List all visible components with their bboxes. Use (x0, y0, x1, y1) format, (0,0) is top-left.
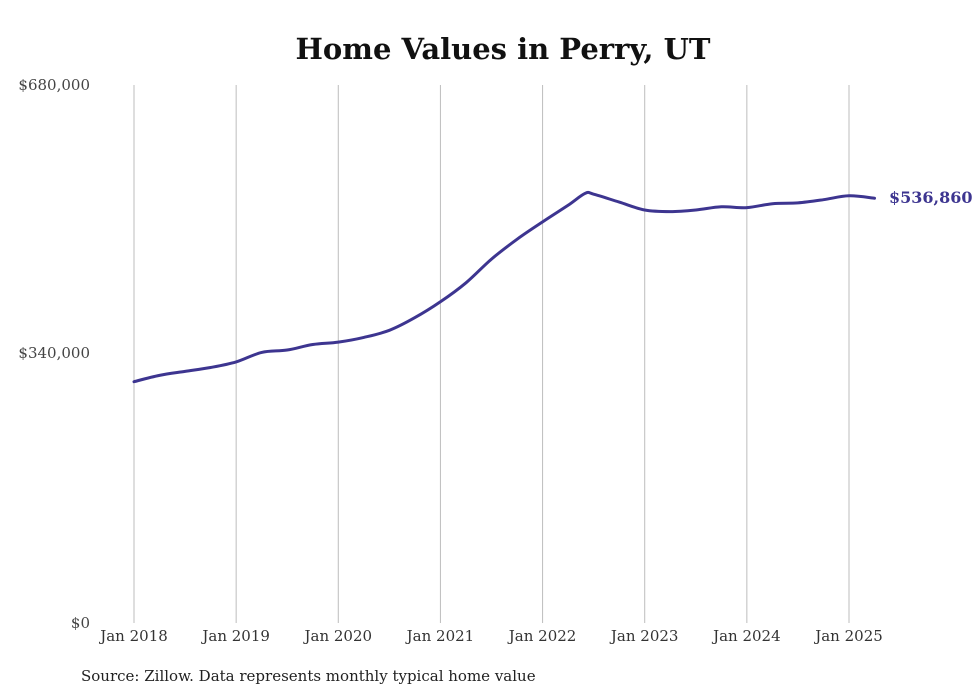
x-tick-label: Jan 2023 (609, 627, 679, 645)
home-value-line (132, 190, 876, 384)
x-tick-label: Jan 2018 (98, 627, 168, 645)
end-value-label: $536,860 (889, 188, 973, 207)
x-tick-label: Jan 2020 (303, 627, 373, 645)
source-note: Source: Zillow. Data represents monthly … (81, 667, 536, 685)
y-tick-label-mid: $340,000 (18, 344, 90, 362)
x-tick-label: Jan 2021 (405, 627, 475, 645)
x-tick-label: Jan 2025 (813, 627, 883, 645)
grid-lines (133, 85, 850, 623)
chart-title: Home Values in Perry, UT (296, 32, 711, 66)
x-tick-label: Jan 2024 (711, 627, 781, 645)
y-tick-label-top: $680,000 (18, 76, 90, 94)
x-tick-label: Jan 2019 (200, 627, 270, 645)
y-tick-label-zero: $0 (71, 614, 90, 632)
x-tick-label: Jan 2022 (507, 627, 577, 645)
x-axis-ticks: Jan 2018 Jan 2019 Jan 2020 Jan 2021 Jan 2022… (98, 627, 883, 645)
